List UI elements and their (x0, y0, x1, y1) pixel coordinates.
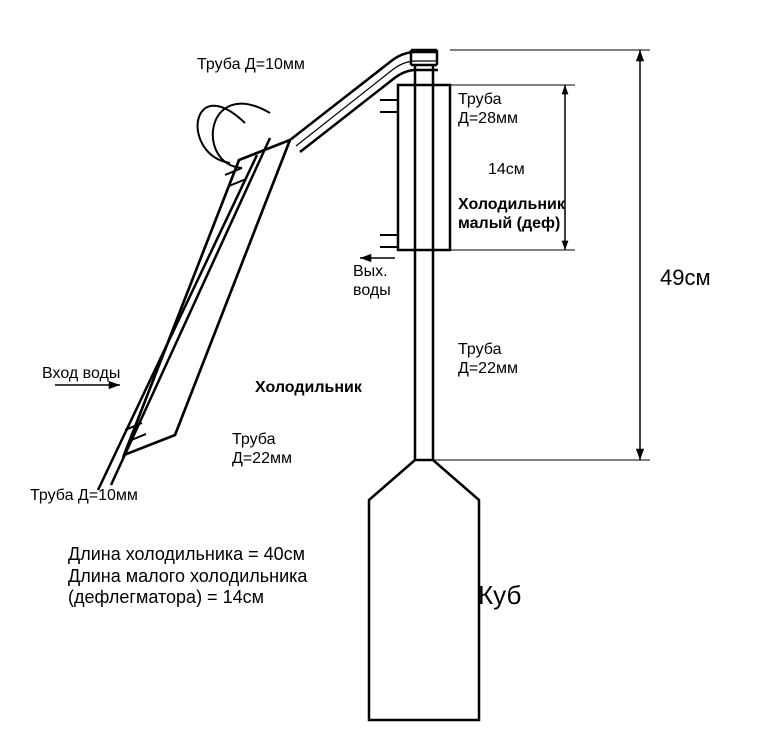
label-water-out: Вых. воды (353, 262, 391, 300)
label-cooler: Холодильник (255, 378, 362, 397)
label-cube: Куб (478, 580, 521, 611)
label-dim-14: 14см (488, 160, 525, 179)
label-pipe-d22-col: Труба Д=22мм (458, 340, 518, 378)
label-pipe-d10-bot: Труба Д=10мм (30, 486, 138, 505)
label-note: Длина холодильника = 40см Длина малого х… (68, 544, 307, 609)
label-pipe-d28: Труба Д=28мм (458, 90, 518, 128)
label-pipe-d10-top: Труба Д=10мм (197, 55, 305, 74)
label-small-cooler: Холодильник малый (деф) (458, 195, 565, 233)
label-pipe-d22-cooler: Труба Д=22мм (232, 430, 292, 468)
label-water-in: Вход воды (42, 364, 120, 383)
label-dim-49: 49см (660, 265, 711, 291)
